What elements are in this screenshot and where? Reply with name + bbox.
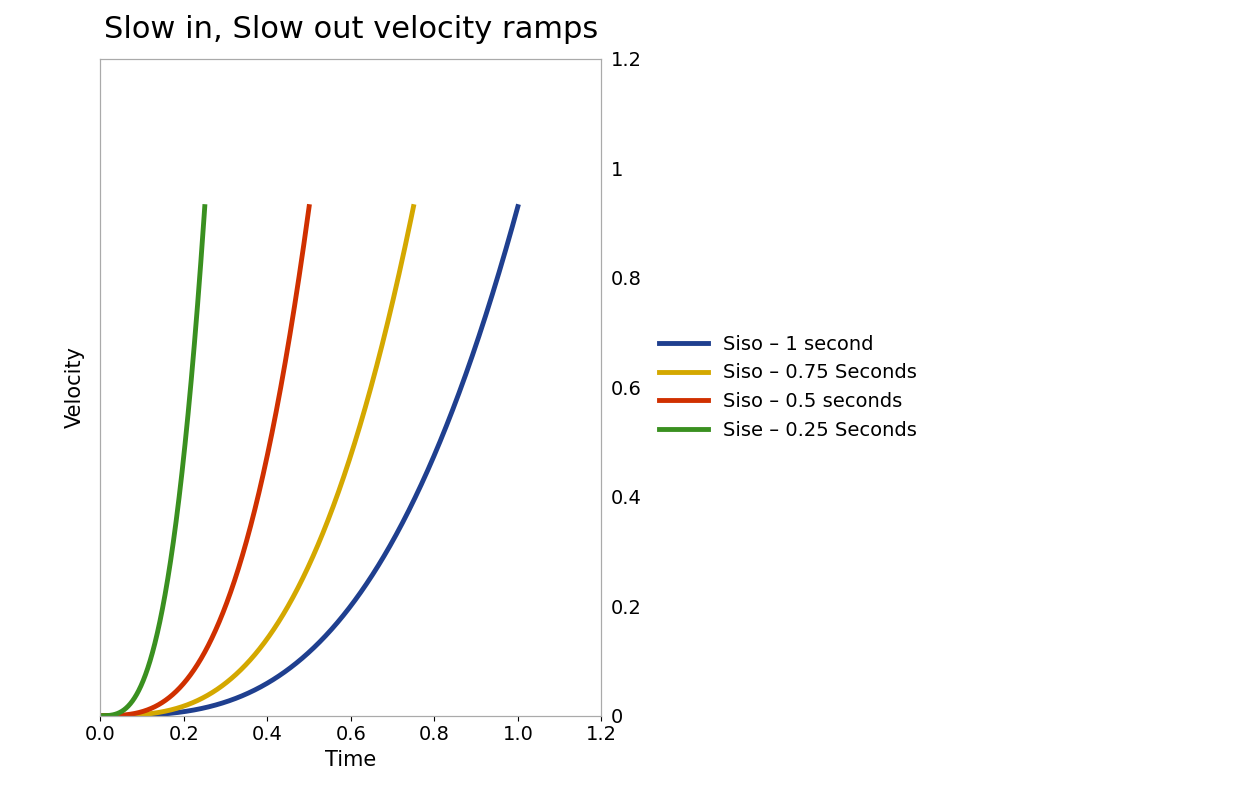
Siso – 1 second xyxy=(380,546,395,556)
Siso – 0.75 Seconds xyxy=(308,546,323,556)
Siso – 1 second xyxy=(135,710,150,720)
Sise – 0.25 Seconds xyxy=(139,667,154,677)
Sise – 0.25 Seconds xyxy=(104,710,119,720)
Siso – 0.5 seconds xyxy=(184,667,199,677)
Sise – 0.25 Seconds xyxy=(197,202,212,211)
Sise – 0.25 Seconds xyxy=(164,546,179,556)
Siso – 1 second xyxy=(419,469,434,479)
Siso – 0.75 Seconds xyxy=(93,711,108,721)
Sise – 0.25 Seconds xyxy=(135,677,150,687)
Siso – 0.75 Seconds xyxy=(125,710,140,720)
Siso – 0.5 seconds xyxy=(259,452,274,462)
Line: Siso – 1 second: Siso – 1 second xyxy=(100,206,517,716)
Line: Siso – 0.5 seconds: Siso – 0.5 seconds xyxy=(100,206,309,716)
Siso – 1 second xyxy=(510,202,525,211)
Sise – 0.25 Seconds xyxy=(177,452,192,462)
Sise – 0.25 Seconds xyxy=(174,469,189,479)
Siso – 0.75 Seconds xyxy=(231,667,246,677)
Siso – 0.75 Seconds xyxy=(342,452,357,462)
Line: Sise – 0.25 Seconds: Sise – 0.25 Seconds xyxy=(100,206,204,716)
Siso – 1 second xyxy=(426,452,441,462)
Siso – 0.75 Seconds xyxy=(337,469,352,479)
Siso – 0.5 seconds xyxy=(237,546,252,556)
Y-axis label: Velocity: Velocity xyxy=(65,346,85,429)
Siso – 0.5 seconds xyxy=(114,710,129,720)
Line: Siso – 0.75 Seconds: Siso – 0.75 Seconds xyxy=(100,206,413,716)
Siso – 1 second xyxy=(277,667,292,677)
Siso – 0.5 seconds xyxy=(256,469,271,479)
Siso – 0.75 Seconds xyxy=(219,677,234,687)
Siso – 0.5 seconds xyxy=(93,711,108,721)
Title: Slow in, Slow out velocity ramps: Slow in, Slow out velocity ramps xyxy=(104,15,598,44)
Siso – 0.75 Seconds xyxy=(406,202,421,211)
Siso – 1 second xyxy=(262,677,277,687)
Siso – 0.5 seconds xyxy=(302,202,317,211)
Siso – 1 second xyxy=(93,711,108,721)
Siso – 0.5 seconds xyxy=(177,677,192,687)
X-axis label: Time: Time xyxy=(326,750,376,770)
Legend: Siso – 1 second, Siso – 0.75 Seconds, Siso – 0.5 seconds, Sise – 0.25 Seconds: Siso – 1 second, Siso – 0.75 Seconds, Si… xyxy=(652,327,925,447)
Sise – 0.25 Seconds xyxy=(93,711,108,721)
